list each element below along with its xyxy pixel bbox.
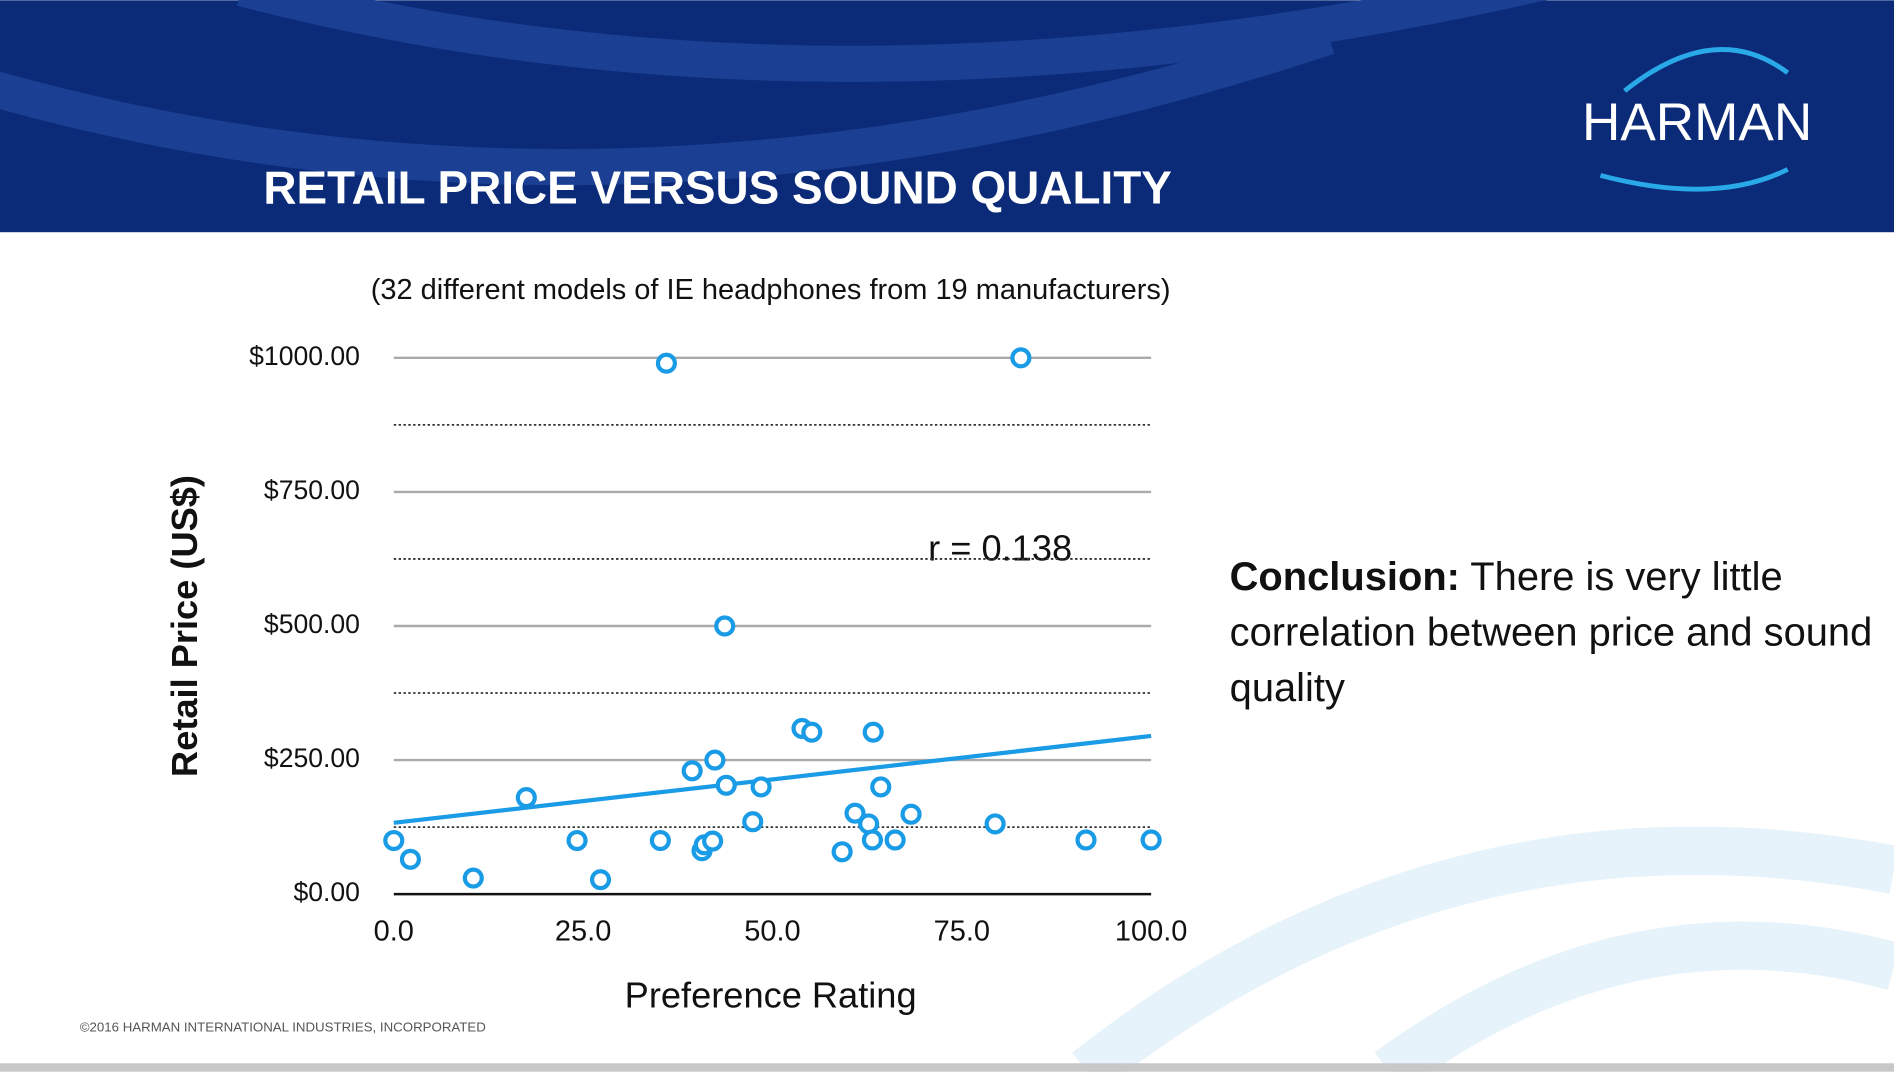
x-tick-label: 75.0 xyxy=(934,915,990,947)
data-point xyxy=(462,867,484,889)
data-point xyxy=(383,829,405,852)
y-axis-label: Retail Price (US$) xyxy=(164,475,205,777)
header-arcs xyxy=(0,0,1548,186)
data-point xyxy=(862,721,884,743)
conclusion-label: Conclusion: xyxy=(1229,553,1460,599)
decor-arcs xyxy=(1072,826,1894,1072)
y-tick-label: $750.00 xyxy=(264,475,360,505)
y-tick-label: $250.00 xyxy=(264,743,360,773)
data-point xyxy=(870,776,892,798)
y-tick-label: $0.00 xyxy=(293,877,359,907)
conclusion-body: There is very little correlation between… xyxy=(1229,553,1873,710)
data-point xyxy=(900,803,922,825)
data-point xyxy=(681,760,703,782)
data-point xyxy=(566,829,588,852)
conclusion: Conclusion: There is very little correla… xyxy=(1230,549,1888,716)
data-point xyxy=(831,841,853,863)
y-tick-label: $500.00 xyxy=(264,609,360,639)
x-axis-label: Preference Rating xyxy=(625,975,917,1016)
annotation: r = 0.138 xyxy=(928,528,1072,569)
data-point xyxy=(1140,829,1162,851)
data-point xyxy=(1010,347,1032,369)
slide-title: RETAIL PRICE VERSUS SOUND QUALITY xyxy=(263,161,1172,213)
x-tick-label: 0.0 xyxy=(374,915,414,947)
logo-swoosh xyxy=(1599,47,1790,192)
data-point xyxy=(714,615,736,637)
y-tick-label: $1000.00 xyxy=(249,341,360,371)
x-tick-label: 50.0 xyxy=(744,915,800,947)
data-point xyxy=(884,829,906,851)
data-point xyxy=(844,802,866,824)
data-point xyxy=(649,829,671,852)
conclusion-text: Conclusion: There is very little correla… xyxy=(1230,549,1888,716)
data-point xyxy=(515,787,537,809)
data-point xyxy=(1075,829,1097,851)
trendline xyxy=(393,733,1152,825)
data-point xyxy=(861,829,883,851)
data-point xyxy=(655,352,677,374)
data-point xyxy=(984,813,1006,835)
data-point xyxy=(750,776,772,798)
footer: ©2016 HARMAN INTERNATIONAL INDUSTRIES, I… xyxy=(80,1020,486,1035)
data-point xyxy=(801,721,823,743)
x-tick-label: 100.0 xyxy=(1115,915,1188,947)
data-point xyxy=(742,811,764,833)
data-point xyxy=(399,848,422,870)
data-point xyxy=(702,830,724,852)
footer-bar xyxy=(0,1063,1894,1072)
data-point xyxy=(589,869,612,891)
data-point xyxy=(704,749,726,771)
subtitle: (32 different models of IE headphones fr… xyxy=(371,274,1171,306)
logo: HARMAN xyxy=(1582,93,1812,152)
x-tick-label: 25.0 xyxy=(555,915,611,947)
data-point xyxy=(715,774,737,796)
